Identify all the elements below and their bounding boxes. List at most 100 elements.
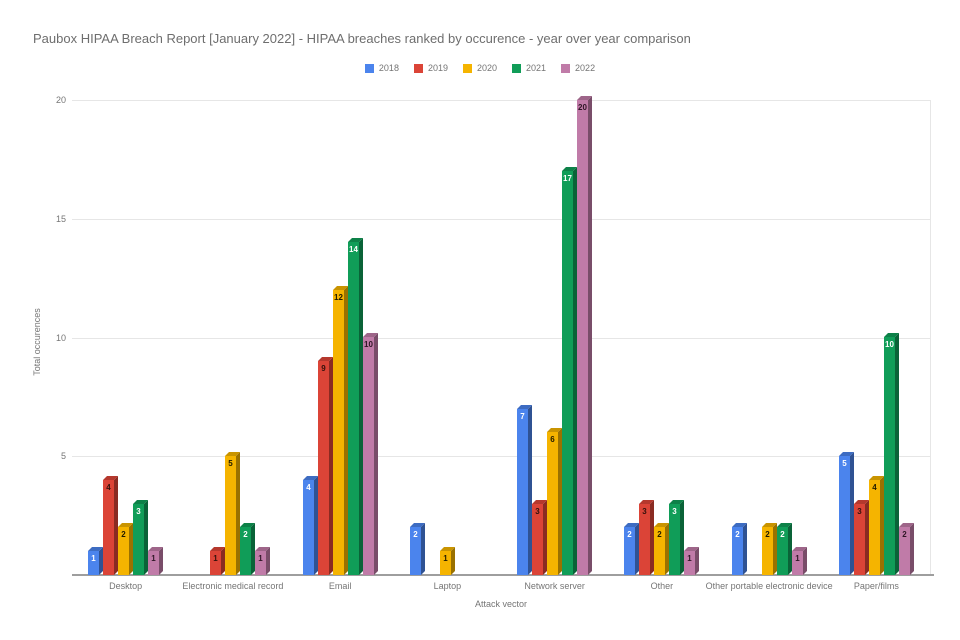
legend-item-2021[interactable]: 2021 <box>512 63 546 73</box>
x-label-other-portable-electronic-device: Other portable electronic device <box>705 581 833 591</box>
bar-2021-paper-films[interactable]: 10 <box>884 333 899 575</box>
bar-value-label: 3 <box>857 507 862 516</box>
x-label-paper-films: Paper/films <box>853 581 899 591</box>
bar-value-label: 4 <box>106 483 111 492</box>
bar-2018-paper-films[interactable]: 5 <box>839 452 854 575</box>
legend-label-2020: 2020 <box>476 63 498 73</box>
bar-value-label: 2 <box>413 530 418 539</box>
bar-2021-desktop[interactable]: 3 <box>133 500 148 575</box>
bar-2020-desktop[interactable]: 2 <box>118 523 133 575</box>
bar-2018-other-portable-electronic-device[interactable]: 2 <box>732 523 747 575</box>
legend-swatch-2019 <box>413 63 423 73</box>
bar-2022-email[interactable]: 10 <box>363 333 378 575</box>
bar-2020-other-portable-electronic-device[interactable]: 2 <box>762 523 777 575</box>
bar-face <box>884 337 895 575</box>
bar-face <box>777 527 788 575</box>
bar-value-label: 9 <box>321 364 326 373</box>
bar-face <box>732 527 743 575</box>
bar-2019-other[interactable]: 3 <box>639 500 654 575</box>
bar-2020-other[interactable]: 2 <box>654 523 669 575</box>
bar-2022-paper-films[interactable]: 2 <box>899 523 914 575</box>
bar-face <box>255 551 266 575</box>
bar-2018-email[interactable]: 4 <box>303 476 318 575</box>
bar-face <box>240 527 251 575</box>
bar-value-label: 1 <box>91 554 96 563</box>
bar-2019-electronic-medical-record[interactable]: 1 <box>210 547 225 575</box>
bar-face <box>88 551 99 575</box>
bar-2018-network-server[interactable]: 7 <box>517 405 532 575</box>
bar-value-label: 1 <box>151 554 156 563</box>
bar-value-label: 14 <box>349 245 358 254</box>
bar-2021-email[interactable]: 14 <box>348 238 363 575</box>
bar-value-label: 3 <box>642 507 647 516</box>
bar-2019-desktop[interactable]: 4 <box>103 476 118 575</box>
legend-label-2018: 2018 <box>378 63 399 73</box>
bar-side <box>743 523 747 575</box>
bar-2021-electronic-medical-record[interactable]: 2 <box>240 523 255 575</box>
bar-2020-paper-films[interactable]: 4 <box>869 476 884 575</box>
legend-label-2022: 2022 <box>575 63 596 73</box>
bar-side <box>266 547 270 575</box>
bar-face <box>624 527 635 575</box>
bar-2021-other[interactable]: 3 <box>669 500 684 575</box>
bar-face <box>225 456 236 575</box>
bar-2019-email[interactable]: 9 <box>318 357 333 575</box>
bar-face <box>210 551 221 575</box>
bar-2018-desktop[interactable]: 1 <box>88 547 103 575</box>
legend-swatch-2022 <box>561 63 571 73</box>
bar-face <box>363 337 374 575</box>
bar-value-label: 1 <box>443 554 448 563</box>
bar-2022-other-portable-electronic-device[interactable]: 1 <box>792 547 807 575</box>
legend-swatch-2020 <box>462 63 472 73</box>
bar-2021-network-server[interactable]: 17 <box>562 167 577 575</box>
bar-face <box>333 290 344 575</box>
bar-face <box>133 504 144 575</box>
bar-2018-other[interactable]: 2 <box>624 523 639 575</box>
bar-2020-email[interactable]: 12 <box>333 286 348 575</box>
bar-2022-other[interactable]: 1 <box>684 547 699 575</box>
bar-2021-other-portable-electronic-device[interactable]: 2 <box>777 523 792 575</box>
bar-value-label: 6 <box>550 435 555 444</box>
bar-value-label: 5 <box>228 459 233 468</box>
gridline-15 <box>72 218 930 220</box>
bar-value-label: 10 <box>885 340 894 349</box>
bar-value-label: 2 <box>627 530 632 539</box>
bar-face <box>839 456 850 575</box>
bar-value-label: 2 <box>243 530 248 539</box>
bar-2022-electronic-medical-record[interactable]: 1 <box>255 547 270 575</box>
legend-item-2018[interactable]: 2018 <box>364 63 399 73</box>
bar-2019-paper-films[interactable]: 3 <box>854 500 869 575</box>
bar-face <box>562 171 573 575</box>
bar-face <box>532 504 543 575</box>
y-tick-label-15: 15 <box>55 213 66 224</box>
bar-2020-electronic-medical-record[interactable]: 5 <box>225 452 240 575</box>
bar-value-label: 2 <box>121 530 126 539</box>
bar-2022-desktop[interactable]: 1 <box>148 547 163 575</box>
y-tick-label-20: 20 <box>55 95 66 105</box>
bar-value-label: 7 <box>520 412 525 421</box>
bar-2018-laptop[interactable]: 2 <box>410 523 425 575</box>
bar-face <box>318 361 329 575</box>
bar-side <box>910 523 914 575</box>
bar-2020-network-server[interactable]: 6 <box>547 428 562 575</box>
x-axis-line <box>72 574 934 576</box>
bar-2020-laptop[interactable]: 1 <box>440 547 455 575</box>
gridline-10 <box>72 337 930 339</box>
bar-2022-network-server[interactable]: 20 <box>577 96 592 575</box>
bar-2019-network-server[interactable]: 3 <box>532 500 547 575</box>
bar-value-label: 3 <box>672 507 677 516</box>
bar-side <box>451 547 455 575</box>
bar-value-label: 1 <box>795 554 800 563</box>
y-tick-label-10: 10 <box>55 332 66 343</box>
bar-side <box>588 96 592 575</box>
legend-label-2021: 2021 <box>526 63 547 73</box>
bar-face <box>792 551 803 575</box>
legend-item-2019[interactable]: 2019 <box>413 63 448 73</box>
legend-item-2020[interactable]: 2020 <box>462 63 498 73</box>
bar-value-label: 2 <box>735 530 740 539</box>
bar-face <box>899 527 910 575</box>
bar-side <box>421 523 425 575</box>
legend-item-2022[interactable]: 2022 <box>561 63 595 73</box>
bar-side <box>159 547 163 575</box>
legend-swatch-2018 <box>364 63 374 73</box>
